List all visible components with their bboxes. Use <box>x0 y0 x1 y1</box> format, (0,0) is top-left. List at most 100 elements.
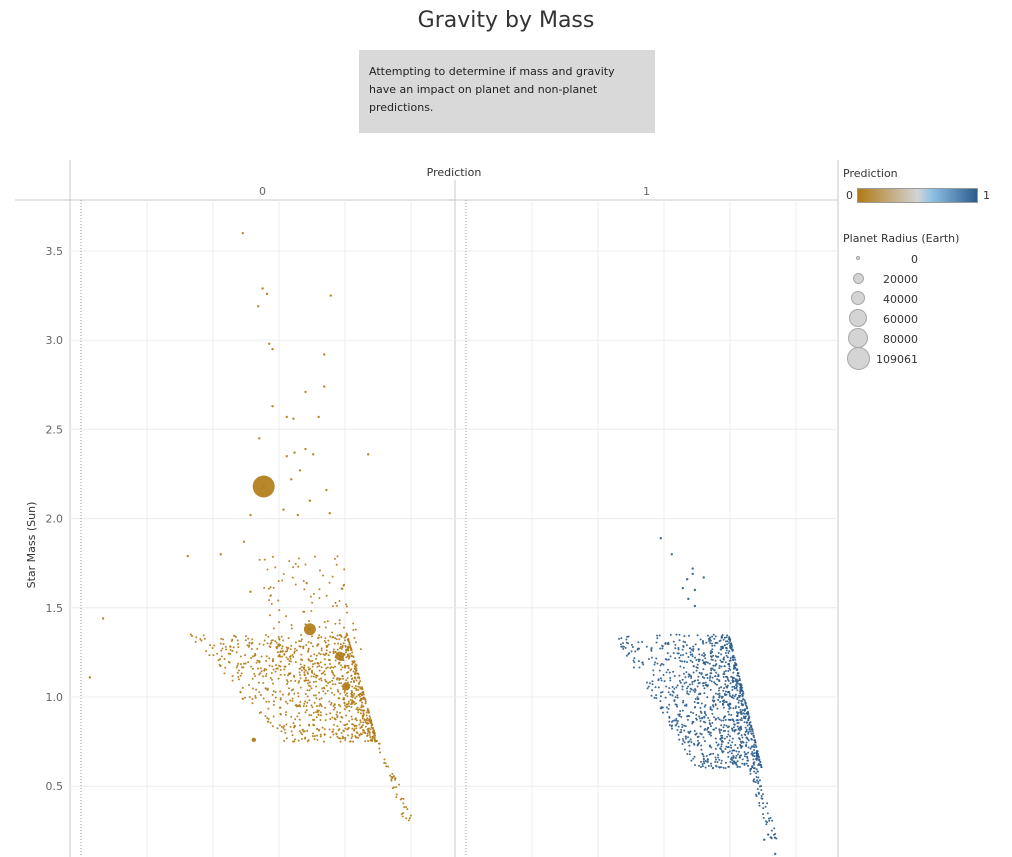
data-point <box>722 658 725 661</box>
data-point <box>705 660 708 663</box>
data-point <box>733 723 736 726</box>
data-point <box>344 704 347 707</box>
data-point <box>351 733 354 736</box>
data-point <box>317 709 320 712</box>
data-point <box>637 641 640 644</box>
data-point <box>753 736 756 739</box>
data-point <box>266 716 269 719</box>
data-point <box>714 703 717 706</box>
data-point <box>706 677 709 680</box>
data-point <box>711 658 714 661</box>
data-point <box>313 653 316 656</box>
data-point <box>356 736 359 739</box>
data-point <box>732 697 735 700</box>
color-gradient-bar[interactable] <box>857 188 978 203</box>
data-point <box>359 721 362 724</box>
data-point <box>720 762 723 765</box>
data-point <box>342 584 345 587</box>
data-point <box>728 636 731 639</box>
data-point <box>322 671 325 674</box>
data-point <box>698 717 701 720</box>
data-point <box>275 667 278 670</box>
data-point <box>311 659 314 662</box>
data-point <box>638 647 641 650</box>
data-point <box>334 665 337 668</box>
data-point <box>311 601 314 604</box>
data-point <box>706 696 709 699</box>
data-point <box>668 671 671 674</box>
data-point <box>300 669 303 672</box>
data-point <box>251 655 254 658</box>
data-point <box>709 688 712 691</box>
data-point <box>350 668 353 671</box>
data-point <box>627 635 630 638</box>
data-point <box>689 690 692 693</box>
data-point <box>315 716 318 719</box>
data-point <box>687 693 690 696</box>
data-point <box>304 700 307 703</box>
data-point <box>651 680 654 683</box>
data-point <box>280 730 283 733</box>
data-point <box>701 659 704 662</box>
data-point <box>323 385 326 388</box>
data-point <box>700 673 703 676</box>
data-point <box>675 719 678 722</box>
data-point <box>686 578 689 581</box>
data-point <box>331 631 334 634</box>
data-point <box>733 664 736 667</box>
data-point <box>694 656 697 659</box>
data-point <box>387 765 390 768</box>
data-point <box>689 738 692 741</box>
data-point <box>698 715 701 718</box>
data-point <box>315 654 318 657</box>
data-point <box>738 677 741 680</box>
data-point <box>357 694 360 697</box>
data-point <box>724 661 727 664</box>
data-point <box>660 707 663 710</box>
data-point <box>268 614 271 617</box>
data-point <box>668 703 671 706</box>
data-point <box>325 652 328 655</box>
data-point <box>689 711 692 714</box>
data-point <box>698 671 701 674</box>
data-point <box>718 687 721 690</box>
data-point <box>353 680 356 683</box>
data-point <box>348 709 351 712</box>
data-point <box>288 663 291 666</box>
data-point <box>713 669 716 672</box>
data-point <box>706 760 709 763</box>
data-point <box>711 644 714 647</box>
data-point <box>331 605 334 608</box>
data-point <box>696 634 699 637</box>
data-point <box>229 645 232 648</box>
data-point <box>217 659 220 662</box>
data-point <box>350 678 353 681</box>
data-point <box>304 676 307 679</box>
data-point <box>316 709 319 712</box>
data-point <box>310 642 313 645</box>
data-point <box>764 820 767 823</box>
data-point <box>750 746 753 749</box>
data-point <box>336 716 339 719</box>
data-point <box>724 651 727 654</box>
data-point <box>346 703 349 706</box>
data-point <box>406 808 409 811</box>
data-point <box>325 488 328 492</box>
data-point <box>742 712 745 715</box>
data-point <box>318 729 321 732</box>
data-point <box>276 727 279 730</box>
data-point <box>660 679 663 682</box>
data-point <box>743 763 746 766</box>
data-point <box>307 679 310 682</box>
data-point <box>326 620 329 623</box>
data-point <box>709 675 712 678</box>
data-point <box>335 563 338 566</box>
data-point <box>333 717 336 720</box>
data-point <box>297 695 300 698</box>
data-point <box>352 701 355 704</box>
data-point <box>328 681 331 684</box>
data-point <box>288 659 291 662</box>
data-point <box>703 740 706 743</box>
data-point <box>758 758 761 761</box>
